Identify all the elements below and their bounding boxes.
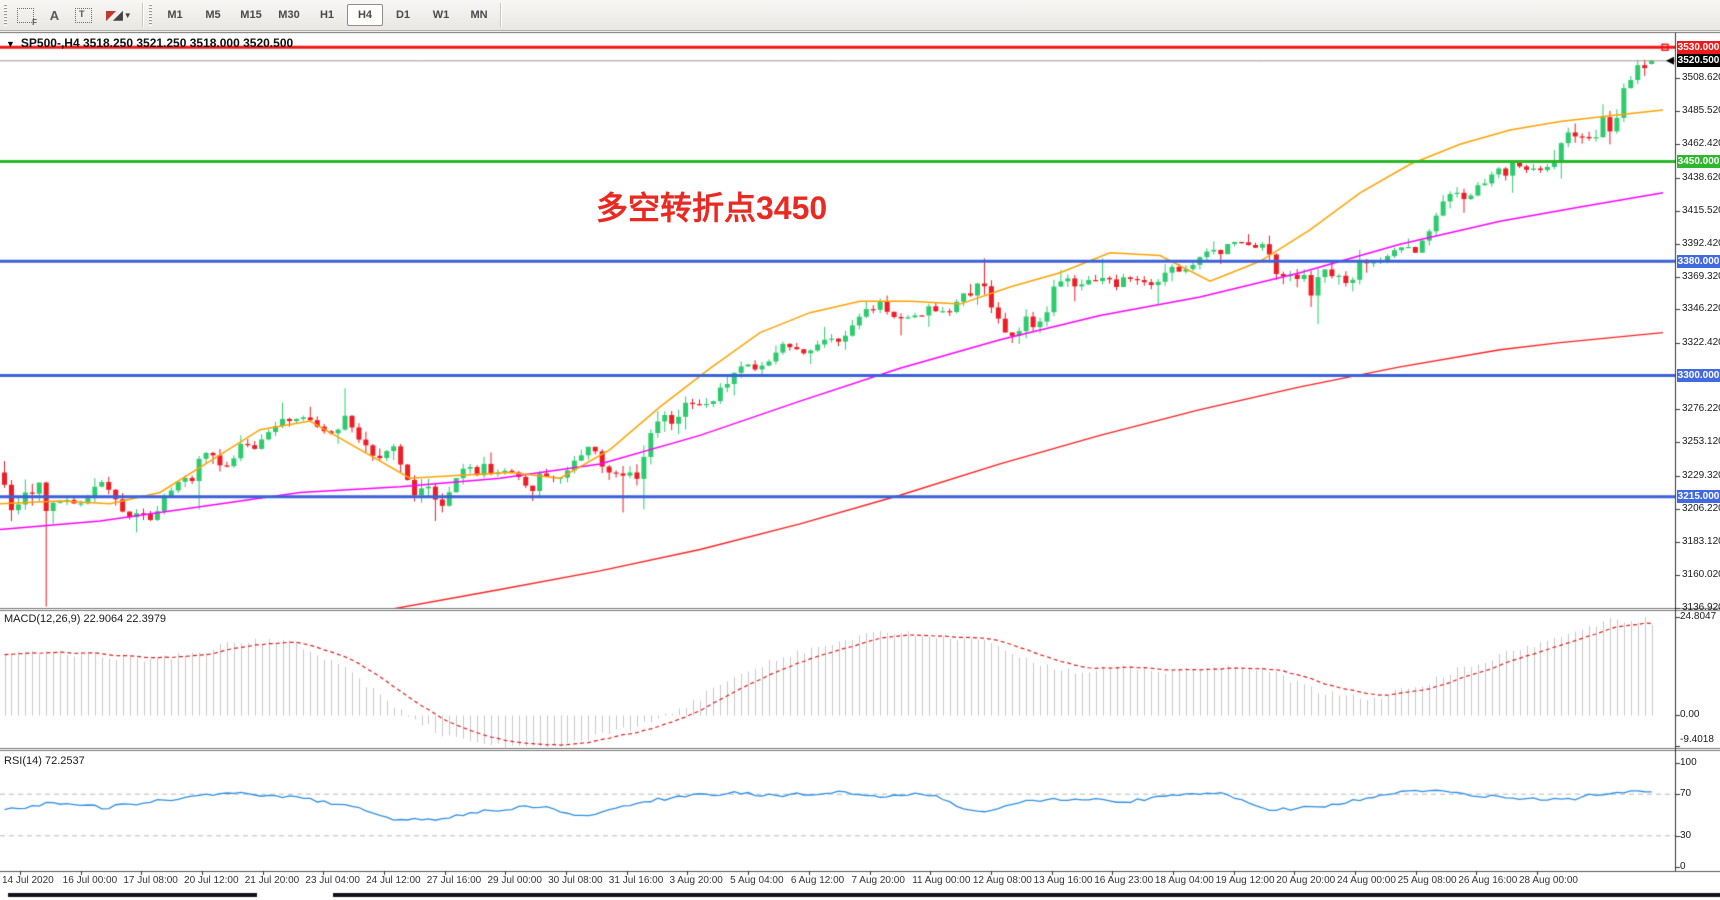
time-axis-label: 24 Jul 12:00	[366, 875, 421, 886]
toolbar-grip-2[interactable]	[148, 4, 153, 26]
time-axis-label: 5 Aug 04:00	[730, 875, 784, 886]
toolbar: F A T ◤◢ ▼ M1 M5 M15 M30 H1 H4 D1 W1 MN	[0, 0, 1720, 31]
time-axis-label: 30 Jul 08:00	[548, 875, 603, 886]
price-axis-tick: 3392.420	[1682, 237, 1720, 249]
macd-axis-tick: 24.8047	[1680, 611, 1717, 623]
toolbar-separator	[142, 3, 143, 27]
time-axis-label: 16 Aug 23:00	[1094, 875, 1154, 886]
time-axis-label: 7 Aug 20:00	[851, 875, 905, 886]
timeframe-button-m30[interactable]: M30	[278, 9, 300, 21]
time-axis-label: 14 Jul 2020	[2, 875, 54, 886]
macd-indicator-label: MACD(12,26,9) 22.9064 22.3979	[4, 613, 167, 625]
time-axis-label: 24 Aug 00:00	[1336, 875, 1396, 886]
time-axis-label: 20 Jul 12:00	[184, 875, 239, 886]
rsi-axis-tick: 0	[1680, 861, 1686, 872]
chevron-down-icon: ▼	[123, 10, 132, 20]
price-axis-tick: 3346.220	[1682, 303, 1720, 315]
toolbar-separator-2	[500, 3, 501, 27]
time-axis-label: 20 Aug 20:00	[1276, 875, 1336, 886]
time-axis-label: 23 Jul 04:00	[305, 875, 360, 886]
chart-title-text: SP500-,H4 3518.250 3521.250 3518.000 352…	[20, 36, 294, 50]
price-axis-tick: 3136.920	[1682, 602, 1720, 614]
time-axis-label: 21 Jul 20:00	[244, 875, 300, 886]
text-icon[interactable]: A	[40, 2, 69, 28]
price-axis-tick: 3160.020	[1682, 569, 1720, 581]
price-axis-tick: 3206.220	[1682, 503, 1720, 515]
timeframe-button-m15[interactable]: M15	[240, 9, 262, 21]
timeframe-button-m1[interactable]: M1	[167, 9, 183, 21]
time-axis-label: 13 Aug 16:00	[1033, 875, 1093, 886]
price-axis-tick: 3438.620	[1682, 171, 1720, 183]
price-axis-tick: 3508.620	[1682, 71, 1720, 83]
time-axis-label: 11 Aug 00:00	[912, 875, 971, 886]
time-axis-label: 26 Aug 16:00	[1458, 875, 1518, 886]
time-axis-label: 3 Aug 20:00	[669, 875, 723, 886]
time-axis-label: 29 Jul 00:00	[487, 875, 542, 886]
price-axis-tick: 3183.120	[1682, 536, 1720, 548]
toolbar-grip[interactable]	[3, 4, 8, 26]
fibonacci-icon-glyph: F	[17, 7, 37, 27]
fibonacci-icon[interactable]: F	[11, 2, 40, 28]
price-axis-tick: 3276.220	[1682, 403, 1720, 415]
price-axis-tick: 3485.520	[1682, 104, 1720, 116]
last-price-badge: 3520.500	[1677, 54, 1720, 68]
text-label-icon-glyph: T	[75, 7, 92, 23]
time-axis-label: 18 Aug 04:00	[1154, 875, 1214, 886]
chart-title: ▼ SP500-,H4 3518.250 3521.250 3518.000 35…	[6, 36, 293, 50]
price-axis-tick: 3462.420	[1682, 137, 1720, 149]
text-icon-glyph: A	[49, 7, 60, 23]
time-axis-label: 19 Aug 12:00	[1215, 875, 1275, 886]
timeframe-button-d1[interactable]: D1	[395, 9, 411, 21]
macd-axis-tick: -9.4018	[1680, 734, 1714, 745]
price-axis-tick: 3369.320	[1682, 270, 1720, 282]
time-axis-label: 12 Aug 08:00	[972, 875, 1032, 886]
arrows-icon[interactable]: ◤◢ ▼	[98, 2, 140, 28]
price-level-badge: 3530.000	[1677, 40, 1720, 54]
chart-annotation[interactable]: 多空转折点3450	[596, 190, 828, 226]
rsi-axis-tick: 100	[1680, 757, 1697, 768]
price-axis-tick: 3415.520	[1682, 204, 1720, 216]
timeframe-button-m5[interactable]: M5	[205, 9, 221, 21]
time-axis-label: 28 Aug 00:00	[1519, 875, 1578, 886]
time-axis-label: 27 Jul 16:00	[426, 875, 482, 886]
price-axis-tick: 3322.420	[1682, 337, 1720, 349]
rsi-axis-tick: 70	[1680, 788, 1692, 800]
time-axis-label: 31 Jul 16:00	[608, 875, 664, 886]
macd-axis-tick: 0.00	[1680, 709, 1700, 720]
price-axis-tick: 3229.320	[1682, 470, 1720, 482]
timeframe-button-w1[interactable]: W1	[432, 9, 450, 21]
timeframe-button-h1[interactable]: H1	[319, 9, 335, 21]
time-axis-label: 25 Aug 08:00	[1397, 875, 1457, 886]
rsi-axis-tick: 30	[1680, 829, 1692, 841]
price-level-badge: 3215.000	[1677, 490, 1720, 504]
price-level-badge: 3300.000	[1677, 368, 1720, 382]
price-level-badge: 3380.000	[1677, 254, 1720, 268]
timeframe-button-h4[interactable]: H4	[347, 4, 383, 26]
time-axis-label: 16 Jul 00:00	[62, 875, 118, 886]
text-label-icon[interactable]: T	[69, 2, 98, 28]
time-axis-label: 6 Aug 12:00	[790, 875, 845, 886]
price-axis-tick: 3253.120	[1682, 436, 1720, 448]
rsi-indicator-label: RSI(14) 72.2537	[4, 755, 85, 767]
price-level-badge: 3450.000	[1677, 154, 1720, 168]
time-axis-label: 17 Jul 08:00	[123, 875, 178, 886]
timeframe-button-mn[interactable]: MN	[470, 9, 488, 21]
arrows-icon-glyph: ◤◢	[106, 8, 123, 22]
chart-title-dropdown-icon[interactable]: ▼	[6, 39, 15, 49]
timeframe-group: M1 M5 M15 M30 H1 H4 D1 W1 MN	[156, 4, 498, 26]
